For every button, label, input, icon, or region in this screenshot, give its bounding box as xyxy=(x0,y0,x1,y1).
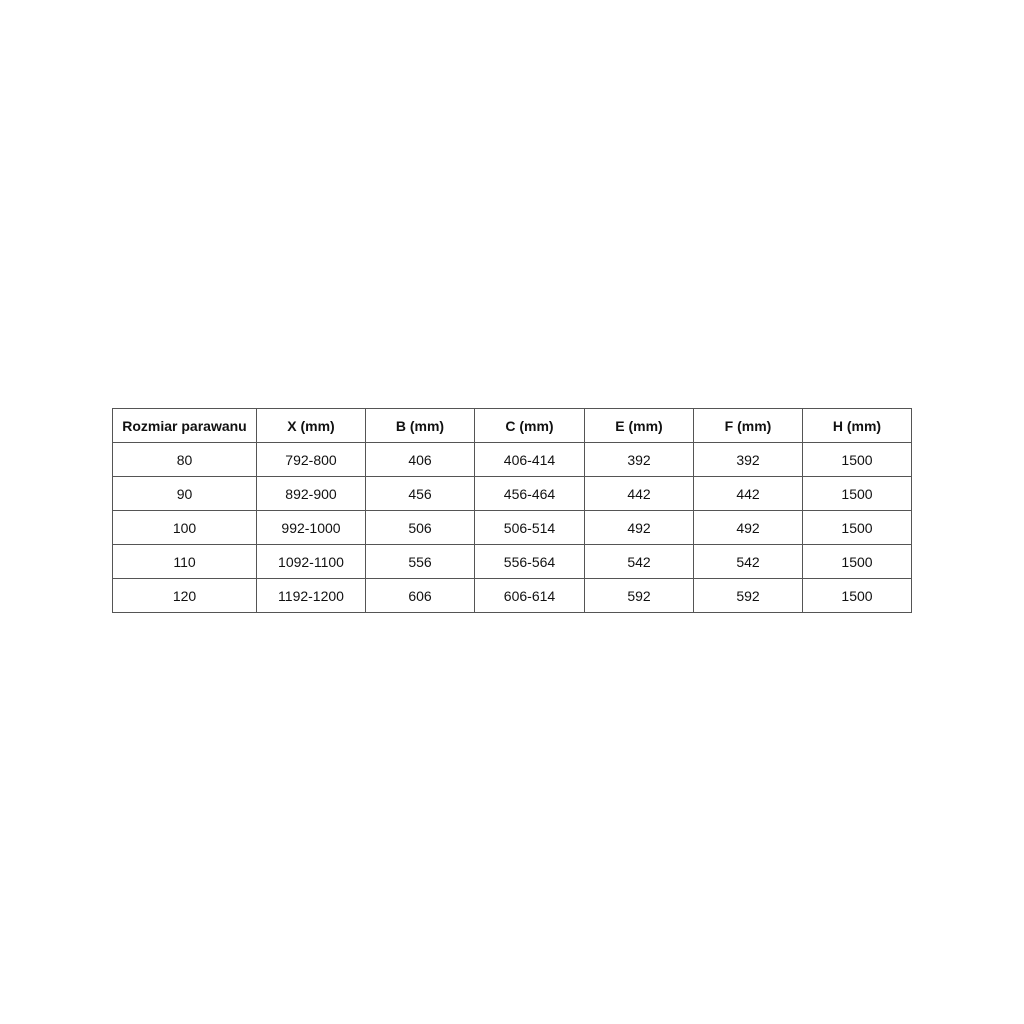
table-cell: 606-614 xyxy=(474,578,585,613)
table-row: 120 1192-1200 606 606-614 592 592 1500 xyxy=(112,578,912,613)
table-row: 100 992-1000 506 506-514 492 492 1500 xyxy=(112,510,912,545)
table-cell: 506 xyxy=(365,510,475,545)
table-cell: 592 xyxy=(584,578,694,613)
table-cell: 542 xyxy=(584,544,694,579)
table-cell: 456 xyxy=(365,476,475,511)
column-header: C (mm) xyxy=(474,408,585,443)
table-cell: 592 xyxy=(693,578,803,613)
table-cell: 456-464 xyxy=(474,476,585,511)
table-row: 80 792-800 406 406-414 392 392 1500 xyxy=(112,442,912,477)
table-cell: 556 xyxy=(365,544,475,579)
table-cell: 1500 xyxy=(802,476,912,511)
table-cell: 1092-1100 xyxy=(256,544,366,579)
table-cell: 506-514 xyxy=(474,510,585,545)
table-cell: 556-564 xyxy=(474,544,585,579)
table-cell: 492 xyxy=(584,510,694,545)
table-cell: 992-1000 xyxy=(256,510,366,545)
column-header: F (mm) xyxy=(693,408,803,443)
column-header: Rozmiar parawanu xyxy=(112,408,257,443)
table-cell: 120 xyxy=(112,578,257,613)
table-cell: 100 xyxy=(112,510,257,545)
table-cell: 792-800 xyxy=(256,442,366,477)
table-cell: 492 xyxy=(693,510,803,545)
table-cell: 392 xyxy=(693,442,803,477)
table-cell: 80 xyxy=(112,442,257,477)
table-row: 110 1092-1100 556 556-564 542 542 1500 xyxy=(112,544,912,579)
table-cell: 442 xyxy=(584,476,694,511)
table-cell: 1500 xyxy=(802,544,912,579)
table-cell: 392 xyxy=(584,442,694,477)
table-cell: 606 xyxy=(365,578,475,613)
table-cell: 1500 xyxy=(802,510,912,545)
column-header: E (mm) xyxy=(584,408,694,443)
table-cell: 1500 xyxy=(802,578,912,613)
column-header: B (mm) xyxy=(365,408,475,443)
dimensions-table: Rozmiar parawanu X (mm) B (mm) C (mm) E (mm)… xyxy=(112,408,912,613)
table-cell: 90 xyxy=(112,476,257,511)
table-cell: 542 xyxy=(693,544,803,579)
header-row: Rozmiar parawanu X (mm) B (mm) C (mm) E (mm)… xyxy=(112,408,912,443)
table-cell: 406-414 xyxy=(474,442,585,477)
table-cell: 442 xyxy=(693,476,803,511)
table-cell: 892-900 xyxy=(256,476,366,511)
table-cell: 1192-1200 xyxy=(256,578,366,613)
column-header: X (mm) xyxy=(256,408,366,443)
table-cell: 110 xyxy=(112,544,257,579)
column-header: H (mm) xyxy=(802,408,912,443)
table-cell: 406 xyxy=(365,442,475,477)
table-row: 90 892-900 456 456-464 442 442 1500 xyxy=(112,476,912,511)
table-cell: 1500 xyxy=(802,442,912,477)
